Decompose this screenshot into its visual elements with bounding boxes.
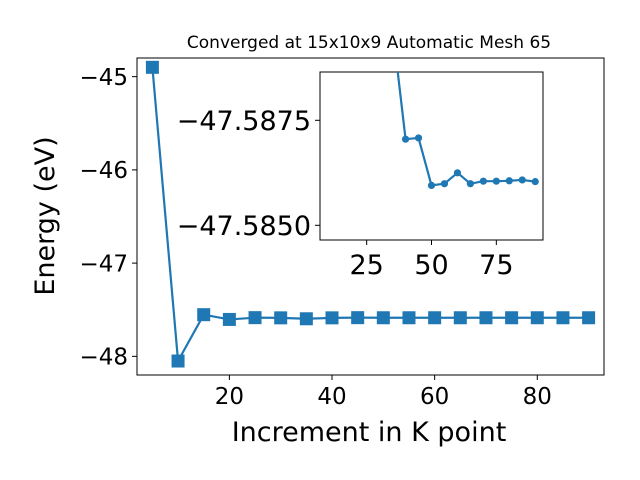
main-data-point [530, 311, 544, 325]
main-y-tick-label: −48 [79, 345, 128, 371]
main-x-tick-label: 40 [317, 384, 346, 410]
main-data-point [376, 311, 390, 325]
main-chart: Converged at 15x10x9 Automatic Mesh 65 2… [30, 33, 605, 448]
main-y-ticks: −45 −46 −47 −48 [79, 65, 137, 371]
inset-data-point [479, 177, 487, 185]
inset-data-point [531, 178, 539, 186]
inset-x-ticks: 25 50 75 [349, 240, 514, 281]
inset-data-point [427, 181, 436, 189]
inset-x-tick-label: 25 [349, 250, 383, 281]
inset-data-point [518, 176, 526, 184]
main-data-point [351, 311, 365, 325]
main-title: Converged at 15x10x9 Automatic Mesh 65 [187, 33, 551, 53]
main-x-axis-label: Increment in K point [232, 417, 507, 448]
inset-data-point [453, 169, 462, 177]
inset-data-point [401, 135, 410, 143]
inset-x-tick-label: 75 [479, 250, 513, 281]
main-series [145, 60, 596, 368]
inset-x-tick-label: 50 [414, 250, 448, 281]
main-data-point [171, 354, 185, 368]
main-y-tick-label: −45 [79, 65, 128, 91]
main-x-tick-label: 60 [420, 384, 449, 410]
inset-data-point [505, 177, 513, 185]
inset-data-point [492, 177, 500, 185]
main-data-point [222, 312, 236, 326]
inset-chart: 25 50 75 −47.5875 −47.5850 [177, 24, 544, 281]
main-data-point [145, 60, 159, 74]
main-data-point [325, 311, 339, 325]
main-data-point [248, 311, 262, 325]
main-y-tick-label: −47 [79, 251, 128, 277]
main-data-point [453, 311, 467, 325]
main-y-axis-label: Energy (eV) [30, 136, 61, 295]
inset-data-point [414, 134, 423, 142]
inset-y-ticks: −47.5875 −47.5850 [177, 106, 320, 242]
main-data-point [299, 312, 313, 326]
main-data-point [197, 308, 211, 322]
main-data-point [479, 311, 493, 325]
inset-y-tick-label: −47.5850 [177, 211, 311, 242]
inset-plot-frame [319, 71, 544, 241]
inset-y-tick-label: −47.5875 [177, 106, 311, 137]
main-x-ticks: 20 40 60 80 [215, 375, 552, 410]
main-data-point [556, 311, 570, 325]
main-x-tick-label: 80 [523, 384, 552, 410]
main-data-point [505, 311, 519, 325]
inset-data-point [440, 180, 449, 188]
inset-data-point [466, 180, 474, 188]
main-x-tick-label: 20 [215, 384, 244, 410]
inset-series [389, 24, 539, 189]
main-data-point [582, 311, 596, 325]
main-data-point [428, 311, 442, 325]
main-y-tick-label: −46 [79, 158, 128, 184]
main-data-point [274, 311, 288, 325]
inset-data-point [389, 24, 396, 31]
main-plot-frame [136, 57, 605, 376]
main-data-point [402, 311, 416, 325]
